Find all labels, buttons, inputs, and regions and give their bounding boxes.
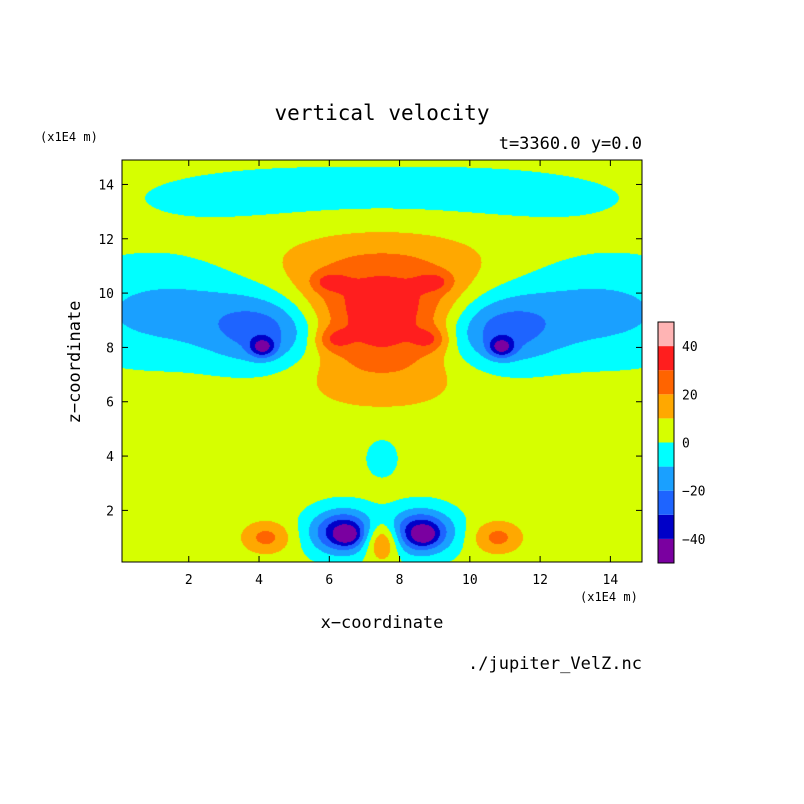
colorbar-swatch xyxy=(658,370,674,395)
x-tick-label: 12 xyxy=(532,573,548,588)
x-axis-ticks: 2 4 6 8 10 12 14 xyxy=(185,160,619,588)
colorbar-tick-label: 0 xyxy=(682,437,690,452)
x-tick-label: 8 xyxy=(396,573,404,588)
x-tick-label: 4 xyxy=(255,573,263,588)
colorbar-swatch xyxy=(658,322,674,347)
colorbar-tick-label: 40 xyxy=(682,340,698,355)
y-axis-ticks: 2 4 6 8 10 12 14 xyxy=(98,178,642,519)
plot-area xyxy=(121,159,643,563)
x-tick-label: 10 xyxy=(462,573,478,588)
colorbar-tick-label: −40 xyxy=(682,533,705,548)
y-tick-label: 10 xyxy=(98,287,114,302)
plot-frame xyxy=(121,159,643,563)
chart-subtitle: t=3360.0 y=0.0 xyxy=(499,134,642,154)
chart-title: vertical velocity xyxy=(275,101,490,125)
colorbar-frame xyxy=(657,321,675,564)
colorbar-tick-label: −20 xyxy=(682,485,705,500)
y-tick-label: 14 xyxy=(98,178,114,193)
y-tick-label: 2 xyxy=(106,504,114,519)
colorbar-swatch xyxy=(658,346,674,371)
colorbar-tick-label: 20 xyxy=(682,388,698,403)
colorbar-swatch xyxy=(658,490,674,515)
colorbar-swatch xyxy=(658,466,674,491)
colorbar-swatch xyxy=(658,514,674,539)
x-tick-label: 2 xyxy=(185,573,193,588)
y-axis-label: z−coordinate xyxy=(65,301,85,424)
y-tick-label: 8 xyxy=(106,341,114,356)
x-tick-label: 14 xyxy=(603,573,619,588)
source-file-label: ./jupiter_VelZ.nc xyxy=(468,654,642,674)
colorbar: 40 20 0 −20 −40 xyxy=(657,321,705,564)
colorbar-swatch xyxy=(658,442,674,467)
y-tick-label: 6 xyxy=(106,396,114,411)
colorbar-swatch xyxy=(658,418,674,443)
colorbar-swatch xyxy=(658,394,674,419)
x-unit-label: (x1E4 m) xyxy=(580,590,638,604)
y-tick-label: 4 xyxy=(106,450,114,465)
y-unit-label: (x1E4 m) xyxy=(40,130,98,144)
x-tick-label: 6 xyxy=(325,573,333,588)
colorbar-swatch xyxy=(658,538,674,563)
x-axis-label: x−coordinate xyxy=(321,613,444,633)
y-tick-label: 12 xyxy=(98,233,114,248)
contour-field xyxy=(122,160,642,562)
